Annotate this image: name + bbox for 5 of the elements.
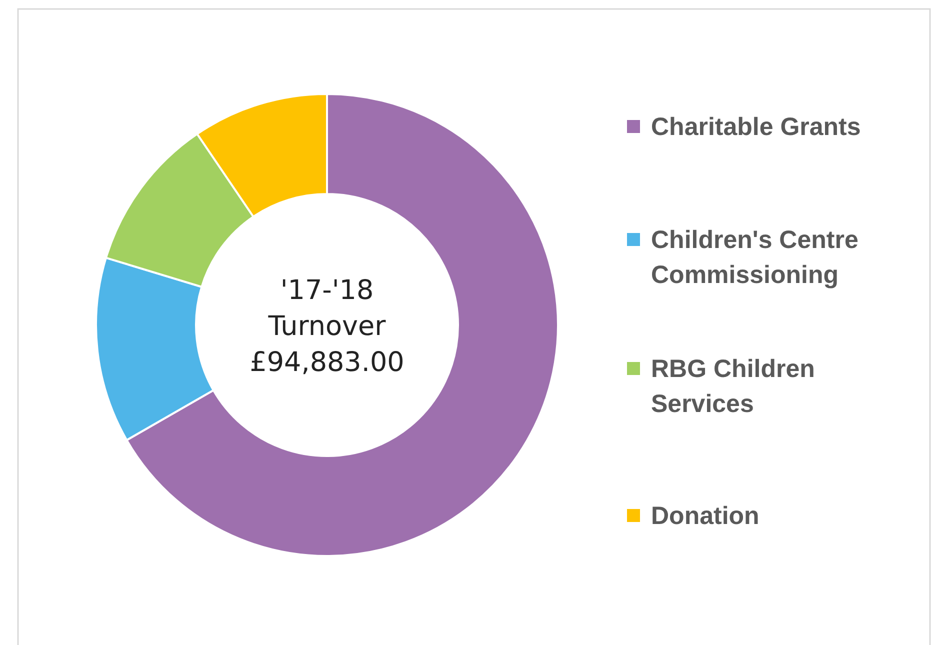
text: '17-'18 Turnover £94,883.00 xyxy=(250,275,404,378)
legend-label: Donation xyxy=(651,502,760,530)
legend-label: RBG Children Services xyxy=(651,354,815,418)
legend-label: Children's Centre Commissioning xyxy=(651,226,858,289)
legend-label: Charitable Grants xyxy=(651,112,861,141)
